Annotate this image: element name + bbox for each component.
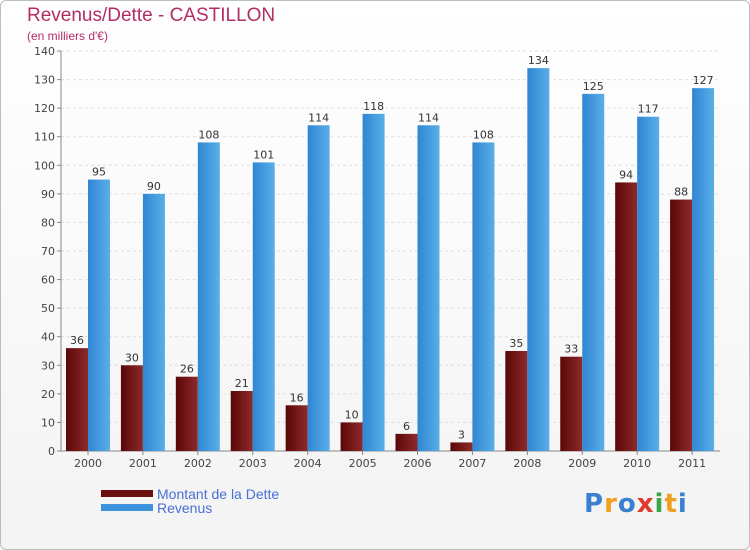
x-tick-label: 2011 (678, 457, 706, 470)
data-label-revenus: 95 (92, 166, 106, 179)
y-tick-label: 30 (41, 359, 55, 372)
data-label-dette: 94 (619, 168, 633, 181)
bar-revenus (637, 116, 660, 451)
legend-label-revenus: Revenus (157, 500, 213, 516)
x-tick-label: 2008 (513, 457, 541, 470)
logo-letter: P (584, 489, 605, 519)
logo-letter: t (664, 489, 678, 519)
data-label-revenus: 108 (473, 128, 494, 141)
logo-letter: r (604, 489, 618, 519)
bar-dette (285, 405, 308, 451)
bar-revenus (472, 142, 495, 451)
bar-revenus (142, 193, 165, 451)
y-tick-label: 70 (41, 245, 55, 258)
bar-revenus (582, 93, 605, 451)
data-label-revenus: 127 (693, 74, 714, 87)
y-tick-label: 100 (34, 159, 55, 172)
x-tick-label: 2007 (458, 457, 486, 470)
logo-letter: i (654, 489, 665, 519)
x-tick-label: 2000 (74, 457, 102, 470)
y-axis: 0 10 20 30 40 50 60 70 80 90 100 110 120 130 140 (34, 45, 62, 458)
bar-dette (230, 391, 253, 451)
logo-letter: o (617, 489, 637, 519)
bar-revenus (197, 142, 220, 451)
x-tick-label: 2009 (568, 457, 596, 470)
y-tick-label: 60 (41, 274, 55, 287)
y-tick-label: 120 (34, 102, 55, 115)
data-label-revenus: 118 (363, 100, 384, 113)
x-tick-label: 2001 (129, 457, 157, 470)
bar-revenus (88, 179, 110, 452)
legend-swatch-dette (101, 490, 153, 497)
y-tick-label: 90 (41, 188, 55, 201)
y-tick-label: 0 (48, 445, 55, 458)
bar-revenus (417, 125, 440, 452)
bar-dette (395, 433, 418, 451)
logo-letter: i (677, 489, 688, 519)
bar-dette (175, 376, 198, 451)
proxiti-logo: Proxiti (584, 489, 688, 519)
bar-revenus (527, 68, 550, 452)
bar-revenus (692, 88, 715, 452)
data-label-dette: 21 (235, 377, 249, 390)
y-tick-label: 130 (34, 74, 55, 87)
y-tick-label: 10 (41, 416, 55, 429)
data-label-revenus: 90 (147, 180, 161, 193)
y-tick-label: 140 (34, 45, 55, 58)
bar-dette (450, 442, 473, 451)
data-label-revenus: 114 (308, 111, 329, 124)
data-label-revenus: 108 (198, 128, 219, 141)
logo-letter: x (636, 489, 655, 519)
data-label-dette: 88 (674, 186, 688, 199)
bar-dette (670, 199, 693, 451)
data-label-dette: 16 (290, 391, 304, 404)
x-tick-label: 2010 (623, 457, 651, 470)
data-label-dette: 26 (180, 363, 194, 376)
y-tick-label: 50 (41, 302, 55, 315)
bar-dette (120, 365, 143, 451)
bar-dette (505, 351, 528, 451)
data-label-dette: 3 (458, 428, 465, 441)
data-label-dette: 30 (125, 351, 139, 364)
grid-lines (61, 50, 720, 452)
legend-label-dette: Montant de la Dette (157, 486, 280, 502)
data-label-dette: 33 (564, 343, 578, 356)
data-label-dette: 36 (70, 334, 84, 347)
data-label-dette: 6 (403, 420, 410, 433)
x-tick-label: 2003 (239, 457, 267, 470)
x-axis: 2000 2001 2002 2003 2004 2005 2006 2007 2008 2009… (74, 451, 706, 470)
data-label-revenus: 134 (528, 54, 549, 67)
legend-swatch-revenus (101, 504, 153, 511)
x-tick-label: 2002 (184, 457, 212, 470)
bar-dette (66, 348, 88, 451)
chart-title: Revenus/Dette - CASTILLON (27, 5, 276, 26)
x-tick-label: 2004 (294, 457, 322, 470)
y-tick-label: 20 (41, 388, 55, 401)
y-tick-label: 80 (41, 216, 55, 229)
bar-dette (560, 356, 583, 451)
bar-revenus (307, 125, 330, 452)
data-label-dette: 10 (345, 408, 359, 421)
bar-dette (615, 182, 638, 451)
bar-dette (340, 422, 363, 451)
chart-subtitle: (en milliers d'€) (27, 29, 108, 43)
bars: 36 95 30 90 26 108 21 101 16 114 10 118 6 114 3 108 35 13… (66, 54, 715, 452)
data-label-revenus: 125 (583, 80, 604, 93)
x-tick-label: 2006 (404, 457, 432, 470)
data-label-revenus: 114 (418, 111, 439, 124)
x-tick-label: 2005 (349, 457, 377, 470)
bar-revenus (362, 113, 385, 451)
y-tick-label: 110 (34, 131, 55, 144)
data-label-dette: 35 (509, 337, 523, 350)
y-tick-label: 40 (41, 331, 55, 344)
data-label-revenus: 117 (638, 103, 659, 116)
data-label-revenus: 101 (253, 148, 274, 161)
bar-revenus (252, 162, 275, 451)
